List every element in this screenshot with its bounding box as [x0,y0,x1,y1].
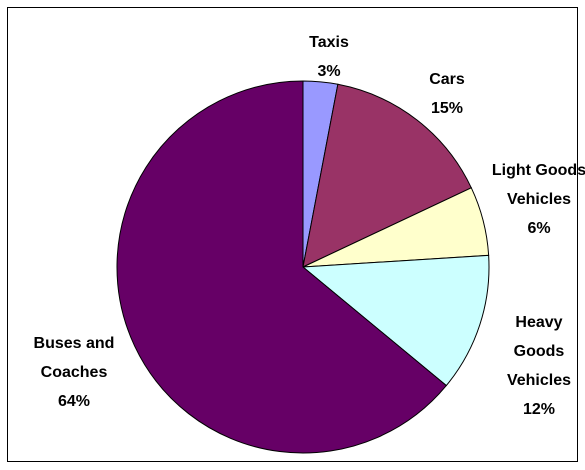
pie-slice [301,254,490,387]
value-label: 64% [57,393,91,410]
category-label: Light Goods Vehicles [491,162,585,208]
slice-label: Heavy Goods Vehicles 12% [491,308,585,424]
value-label: 3% [317,63,341,80]
slice-label: Cars 15% [399,65,495,123]
category-label: Taxis [309,34,349,51]
category-label: Heavy Goods Vehicles [506,314,572,389]
value-label: 12% [522,401,556,418]
pie-slice [116,80,448,454]
category-label: Buses and Coaches [33,335,115,381]
slice-label: Buses and Coaches 64% [29,329,119,416]
category-label: Cars [429,71,465,88]
slice-label: Light Goods Vehicles 6% [491,156,585,243]
value-label: 6% [527,220,551,237]
pie-slice [302,83,472,268]
slice-label: Taxis 3% [281,28,377,86]
value-label: 15% [430,100,464,117]
